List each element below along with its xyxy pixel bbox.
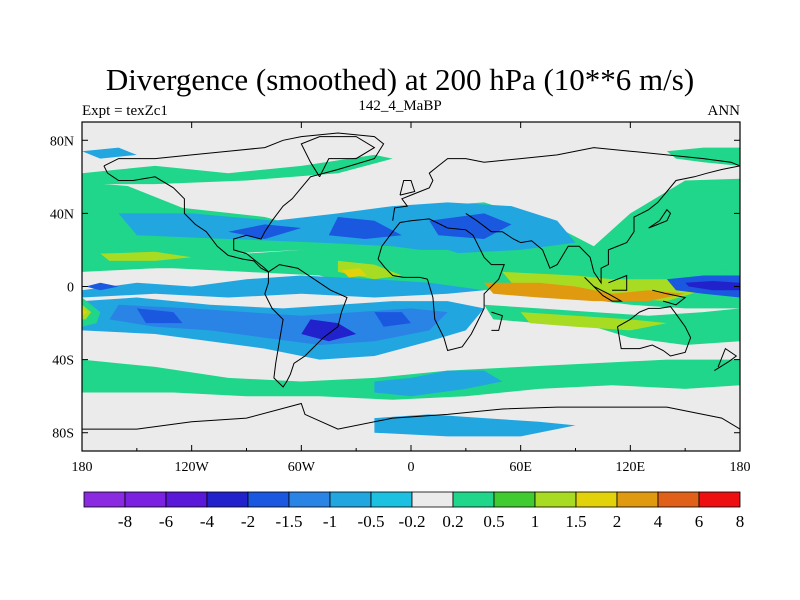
contour-region-20 — [301, 319, 357, 342]
coastline-6 — [82, 402, 740, 430]
colorbar-swatch — [575, 491, 618, 508]
x-tick-label: 180 — [730, 460, 751, 475]
colorbar-label: -6 — [159, 512, 173, 531]
colorbar-swatch — [534, 491, 577, 508]
contour-region-19 — [136, 308, 183, 324]
y-axis-ticks: 80N 40N 0 40S 80S — [50, 134, 740, 442]
contour-region-30 — [82, 154, 393, 185]
coastline-7 — [300, 136, 376, 178]
colorbar-label: -0.2 — [399, 512, 426, 531]
contour-region-16 — [85, 282, 119, 291]
colorbar-swatch — [411, 491, 454, 508]
contour-region-28 — [374, 370, 503, 397]
contour-region-22 — [82, 297, 101, 327]
contour-region-6 — [82, 242, 740, 291]
x-tick-label: 0 — [408, 460, 415, 475]
colorbar-label: -1 — [323, 512, 337, 531]
contour-region-5 — [429, 213, 512, 239]
colorbar-label: 0.2 — [442, 512, 463, 531]
colorbar-swatch — [698, 491, 741, 508]
coastline-1 — [264, 264, 348, 388]
contour-region-31 — [82, 147, 137, 159]
colorbar-label: 2 — [613, 512, 622, 531]
colorbar-label: -4 — [200, 512, 215, 531]
coastline-2 — [377, 218, 505, 352]
contour-fields — [82, 122, 740, 451]
x-tick-label: 120E — [616, 460, 646, 475]
experiment-label: Expt = texZc1 — [82, 103, 168, 119]
contour-region-4 — [328, 217, 402, 239]
contour-region-24 — [82, 308, 88, 316]
coastline-3 — [392, 147, 740, 221]
colorbar-label: 1.5 — [565, 512, 586, 531]
colorbar: -8 -6 -4 -2 -1.5 -1 -0.5 -0.2 0.2 0.5 1 1.5 2 4 6 8 — [83, 491, 745, 531]
colorbar-swatch — [329, 491, 372, 508]
coastline-5 — [617, 306, 692, 357]
x-tick-label: 120W — [175, 460, 210, 475]
colorbar-label: 4 — [654, 512, 663, 531]
colorbar-swatch — [616, 491, 659, 508]
colorbar-swatch — [165, 491, 208, 508]
contour-region-12 — [484, 282, 686, 302]
colorbar-label: -2 — [241, 512, 255, 531]
colorbar-swatch — [370, 491, 413, 508]
colorbar-swatch — [452, 491, 495, 508]
contour-region-9 — [341, 268, 368, 278]
colorbar-swatch — [83, 491, 126, 508]
x-axis-ticks: 180 120W 60W 0 60E 120E 180 — [72, 122, 751, 475]
colorbar-label: -1.5 — [276, 512, 303, 531]
contour-region-14 — [685, 281, 740, 291]
contour-region-26 — [520, 312, 667, 331]
coastline-14 — [652, 289, 687, 306]
colorbar-label: 1 — [531, 512, 540, 531]
coastlines — [82, 132, 740, 430]
coastline-10 — [714, 347, 738, 372]
contour-region-29 — [374, 414, 576, 437]
colorbar-label: 0.5 — [483, 512, 504, 531]
contour-region-15 — [82, 275, 485, 298]
colorbar-swatch — [124, 491, 167, 508]
coastline-13 — [608, 274, 628, 291]
y-tick-label: 80S — [52, 427, 74, 442]
colorbar-swatch — [206, 491, 249, 508]
y-tick-label: 0 — [67, 281, 74, 296]
colorbar-swatch — [657, 491, 700, 508]
y-tick-label: 40N — [50, 207, 74, 222]
colorbar-swatch — [288, 491, 331, 508]
contour-region-21 — [374, 312, 411, 327]
coastline-9 — [648, 208, 672, 229]
coastline-8 — [399, 180, 416, 196]
coastline-12 — [584, 277, 624, 302]
season-label: ANN — [707, 103, 741, 119]
case-label: 142_4_MaBP — [358, 98, 442, 114]
chart-title: Divergence (smoothed) at 200 hPa (10**6 … — [105, 62, 695, 97]
y-tick-label: 40S — [52, 354, 74, 369]
x-tick-label: 180 — [72, 460, 93, 475]
colorbar-label: 8 — [736, 512, 745, 531]
colorbar-label: -0.5 — [358, 512, 385, 531]
coastline-11 — [491, 311, 503, 331]
coastline-4 — [465, 165, 740, 285]
coastline-0 — [103, 132, 385, 273]
colorbar-swatch — [247, 491, 290, 508]
colorbar-label: 6 — [695, 512, 704, 531]
colorbar-swatch — [493, 491, 536, 508]
contour-region-18 — [109, 304, 448, 345]
contour-region-7 — [100, 251, 192, 261]
y-tick-label: 80N — [50, 134, 74, 149]
x-tick-label: 60W — [288, 460, 316, 475]
colorbar-label: -8 — [118, 512, 132, 531]
x-tick-label: 60E — [509, 460, 532, 475]
